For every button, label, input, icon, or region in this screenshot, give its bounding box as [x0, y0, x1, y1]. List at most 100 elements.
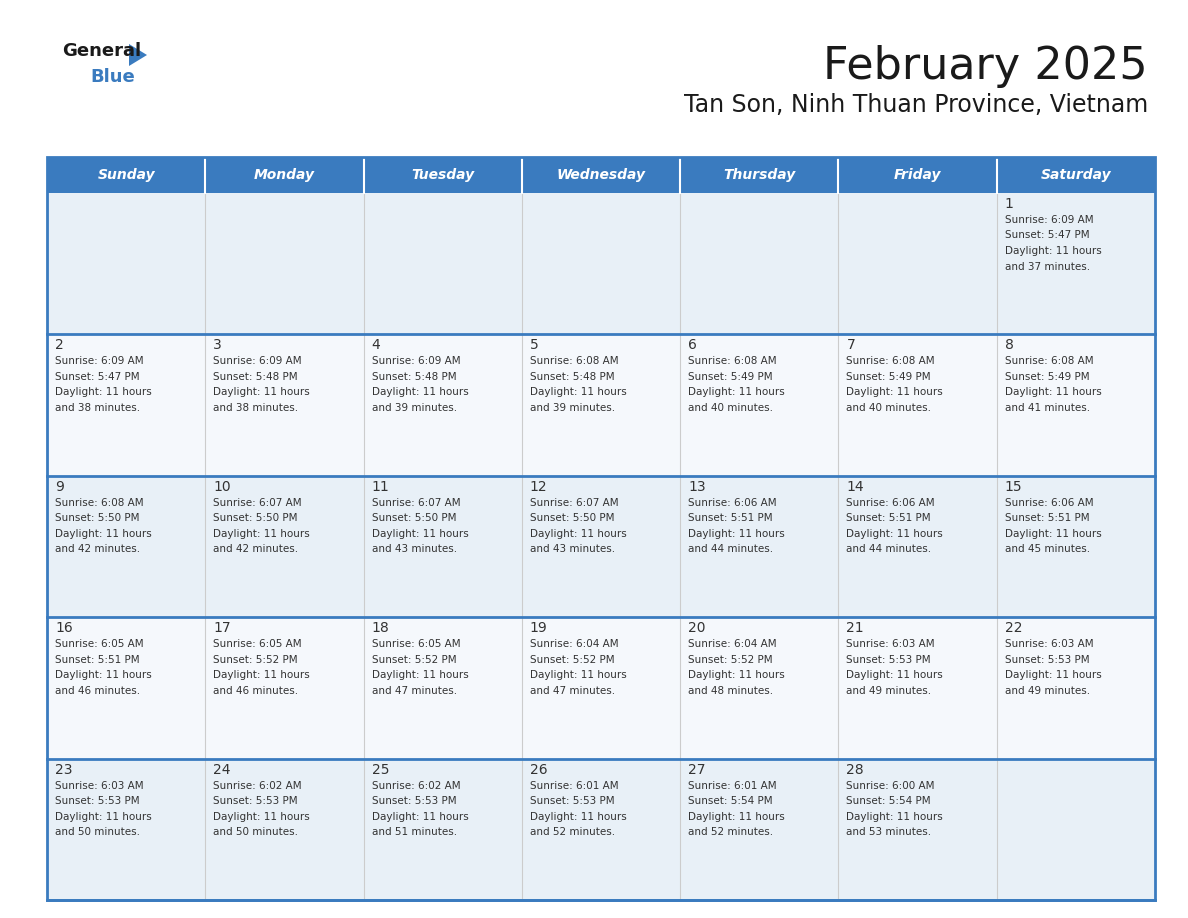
- Text: and 46 minutes.: and 46 minutes.: [214, 686, 298, 696]
- Bar: [364, 758, 522, 900]
- Text: Sunrise: 6:05 AM: Sunrise: 6:05 AM: [214, 639, 302, 649]
- Text: Daylight: 11 hours: Daylight: 11 hours: [214, 670, 310, 680]
- Bar: [522, 193, 681, 334]
- Text: Sunrise: 6:03 AM: Sunrise: 6:03 AM: [1005, 639, 1093, 649]
- Bar: [206, 157, 364, 193]
- Bar: [206, 617, 364, 758]
- Text: General: General: [62, 42, 141, 60]
- Text: 1: 1: [1005, 197, 1013, 211]
- Text: Friday: Friday: [893, 168, 941, 182]
- Text: Sunset: 5:50 PM: Sunset: 5:50 PM: [372, 513, 456, 523]
- Text: Daylight: 11 hours: Daylight: 11 hours: [372, 529, 468, 539]
- Text: Sunset: 5:53 PM: Sunset: 5:53 PM: [55, 796, 140, 806]
- Text: Sunset: 5:54 PM: Sunset: 5:54 PM: [688, 796, 772, 806]
- Text: 26: 26: [530, 763, 548, 777]
- Text: and 38 minutes.: and 38 minutes.: [214, 403, 298, 413]
- Text: and 46 minutes.: and 46 minutes.: [55, 686, 140, 696]
- Bar: [681, 193, 839, 334]
- Bar: [48, 157, 206, 193]
- Text: Sunset: 5:53 PM: Sunset: 5:53 PM: [372, 796, 456, 806]
- Text: Sunrise: 6:05 AM: Sunrise: 6:05 AM: [372, 639, 460, 649]
- Bar: [839, 758, 997, 900]
- Text: Sunset: 5:49 PM: Sunset: 5:49 PM: [846, 372, 931, 382]
- Bar: [997, 157, 1155, 193]
- Bar: [681, 334, 839, 476]
- Text: Monday: Monday: [254, 168, 315, 182]
- Bar: [364, 617, 522, 758]
- Text: Sunset: 5:53 PM: Sunset: 5:53 PM: [1005, 655, 1089, 665]
- Text: Sunrise: 6:08 AM: Sunrise: 6:08 AM: [846, 356, 935, 366]
- Text: Sunrise: 6:07 AM: Sunrise: 6:07 AM: [214, 498, 302, 508]
- Text: Daylight: 11 hours: Daylight: 11 hours: [55, 670, 152, 680]
- Bar: [681, 157, 839, 193]
- Text: Sunset: 5:48 PM: Sunset: 5:48 PM: [530, 372, 614, 382]
- Text: 5: 5: [530, 339, 538, 353]
- Text: Sunset: 5:50 PM: Sunset: 5:50 PM: [530, 513, 614, 523]
- Text: Sunrise: 6:02 AM: Sunrise: 6:02 AM: [372, 780, 460, 790]
- Text: Daylight: 11 hours: Daylight: 11 hours: [214, 387, 310, 397]
- Text: 23: 23: [55, 763, 72, 777]
- Bar: [206, 334, 364, 476]
- Bar: [206, 193, 364, 334]
- Text: and 40 minutes.: and 40 minutes.: [688, 403, 773, 413]
- Text: 27: 27: [688, 763, 706, 777]
- Text: 19: 19: [530, 621, 548, 635]
- Text: 20: 20: [688, 621, 706, 635]
- Text: Sunset: 5:50 PM: Sunset: 5:50 PM: [55, 513, 139, 523]
- Text: 13: 13: [688, 480, 706, 494]
- Text: Sunrise: 6:09 AM: Sunrise: 6:09 AM: [55, 356, 144, 366]
- Text: Sunset: 5:54 PM: Sunset: 5:54 PM: [846, 796, 931, 806]
- Text: Daylight: 11 hours: Daylight: 11 hours: [688, 670, 785, 680]
- Text: and 52 minutes.: and 52 minutes.: [530, 827, 615, 837]
- Bar: [839, 157, 997, 193]
- Text: and 47 minutes.: and 47 minutes.: [530, 686, 615, 696]
- Text: Daylight: 11 hours: Daylight: 11 hours: [1005, 387, 1101, 397]
- Text: Sunrise: 6:08 AM: Sunrise: 6:08 AM: [1005, 356, 1093, 366]
- Bar: [522, 157, 681, 193]
- Bar: [997, 758, 1155, 900]
- Text: and 44 minutes.: and 44 minutes.: [846, 544, 931, 554]
- Text: Sunset: 5:51 PM: Sunset: 5:51 PM: [1005, 513, 1089, 523]
- Text: Daylight: 11 hours: Daylight: 11 hours: [688, 387, 785, 397]
- Text: Daylight: 11 hours: Daylight: 11 hours: [688, 812, 785, 822]
- Bar: [522, 758, 681, 900]
- Bar: [997, 617, 1155, 758]
- Text: Sunrise: 6:00 AM: Sunrise: 6:00 AM: [846, 780, 935, 790]
- Bar: [997, 193, 1155, 334]
- Text: Wednesday: Wednesday: [556, 168, 645, 182]
- Bar: [364, 476, 522, 617]
- Text: Sunset: 5:53 PM: Sunset: 5:53 PM: [214, 796, 298, 806]
- Bar: [839, 476, 997, 617]
- Bar: [997, 334, 1155, 476]
- Bar: [48, 334, 206, 476]
- Text: Sunrise: 6:03 AM: Sunrise: 6:03 AM: [846, 639, 935, 649]
- Bar: [206, 758, 364, 900]
- Text: Thursday: Thursday: [723, 168, 796, 182]
- Bar: [206, 476, 364, 617]
- Bar: [48, 157, 1155, 900]
- Text: Daylight: 11 hours: Daylight: 11 hours: [372, 670, 468, 680]
- Text: and 50 minutes.: and 50 minutes.: [55, 827, 140, 837]
- Text: Sunrise: 6:01 AM: Sunrise: 6:01 AM: [688, 780, 777, 790]
- Text: 25: 25: [372, 763, 390, 777]
- Text: Sunrise: 6:09 AM: Sunrise: 6:09 AM: [372, 356, 460, 366]
- Text: and 45 minutes.: and 45 minutes.: [1005, 544, 1089, 554]
- Bar: [48, 758, 206, 900]
- Text: Sunset: 5:53 PM: Sunset: 5:53 PM: [846, 655, 931, 665]
- Bar: [48, 476, 206, 617]
- Text: Daylight: 11 hours: Daylight: 11 hours: [688, 529, 785, 539]
- Text: Sunset: 5:52 PM: Sunset: 5:52 PM: [214, 655, 298, 665]
- Text: 28: 28: [846, 763, 864, 777]
- Text: and 52 minutes.: and 52 minutes.: [688, 827, 773, 837]
- Text: 6: 6: [688, 339, 697, 353]
- Text: Sunrise: 6:03 AM: Sunrise: 6:03 AM: [55, 780, 144, 790]
- Text: 10: 10: [214, 480, 230, 494]
- Text: 11: 11: [372, 480, 390, 494]
- Text: Sunrise: 6:04 AM: Sunrise: 6:04 AM: [530, 639, 619, 649]
- Text: 21: 21: [846, 621, 864, 635]
- Bar: [48, 193, 206, 334]
- Text: Daylight: 11 hours: Daylight: 11 hours: [214, 812, 310, 822]
- Text: Sunrise: 6:08 AM: Sunrise: 6:08 AM: [688, 356, 777, 366]
- Text: 17: 17: [214, 621, 230, 635]
- Text: Sunrise: 6:09 AM: Sunrise: 6:09 AM: [1005, 215, 1093, 225]
